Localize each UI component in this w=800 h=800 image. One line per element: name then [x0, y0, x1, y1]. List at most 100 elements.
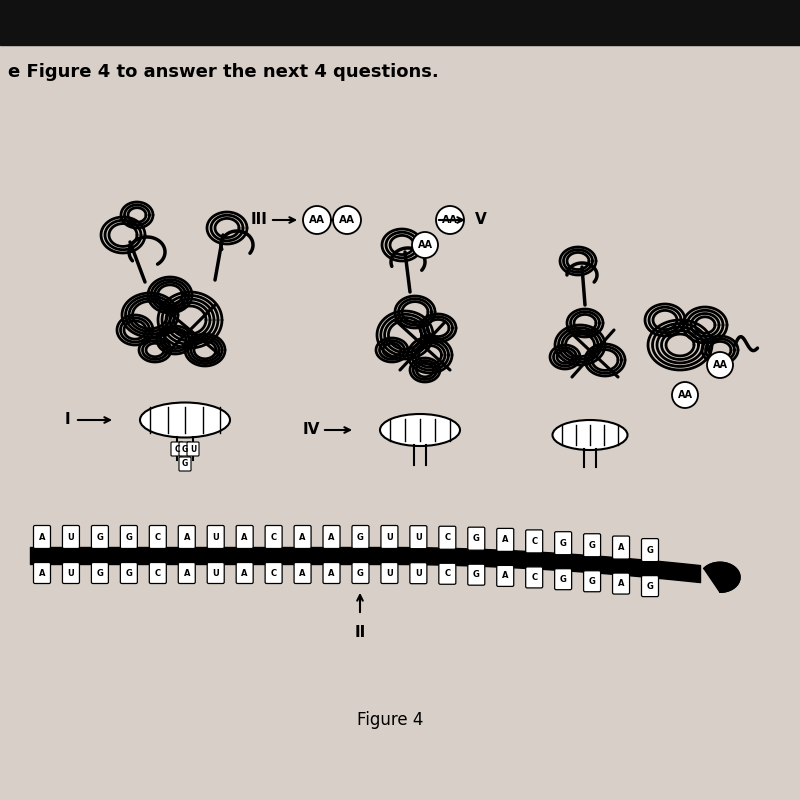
Text: C: C: [444, 534, 450, 542]
FancyBboxPatch shape: [294, 562, 311, 583]
Text: A: A: [618, 579, 624, 588]
Text: C: C: [531, 573, 538, 582]
Text: C: C: [444, 570, 450, 578]
Text: G: G: [97, 569, 103, 578]
FancyBboxPatch shape: [120, 526, 138, 549]
FancyBboxPatch shape: [207, 562, 224, 583]
FancyBboxPatch shape: [179, 457, 191, 471]
Text: G: G: [473, 570, 480, 579]
FancyBboxPatch shape: [497, 528, 514, 551]
Text: G: G: [646, 582, 654, 590]
FancyBboxPatch shape: [554, 532, 572, 554]
Text: G: G: [182, 459, 188, 469]
Text: AA: AA: [339, 215, 355, 225]
Text: III: III: [250, 213, 267, 227]
FancyBboxPatch shape: [410, 562, 427, 584]
Bar: [0, 0, 800, 45]
FancyBboxPatch shape: [526, 567, 542, 588]
Ellipse shape: [380, 414, 460, 446]
Text: A: A: [183, 569, 190, 578]
FancyBboxPatch shape: [323, 562, 340, 583]
Text: U: U: [67, 569, 74, 578]
FancyBboxPatch shape: [265, 562, 282, 583]
FancyBboxPatch shape: [410, 526, 427, 549]
Text: G: G: [357, 569, 364, 578]
FancyBboxPatch shape: [381, 526, 398, 549]
FancyBboxPatch shape: [91, 526, 109, 549]
Text: C: C: [270, 569, 277, 578]
FancyBboxPatch shape: [207, 526, 224, 549]
Circle shape: [412, 232, 438, 258]
FancyBboxPatch shape: [554, 569, 572, 590]
Text: G: G: [473, 534, 480, 543]
FancyBboxPatch shape: [178, 526, 195, 549]
Text: A: A: [38, 533, 46, 542]
FancyBboxPatch shape: [323, 526, 340, 549]
Text: A: A: [328, 569, 334, 578]
Text: Figure 4: Figure 4: [357, 711, 423, 729]
Ellipse shape: [140, 402, 230, 438]
Text: e Figure 4 to answer the next 4 questions.: e Figure 4 to answer the next 4 question…: [8, 63, 438, 81]
Circle shape: [707, 352, 733, 378]
FancyBboxPatch shape: [294, 526, 311, 549]
Text: AA: AA: [678, 390, 693, 400]
Text: V: V: [475, 213, 486, 227]
Circle shape: [303, 206, 331, 234]
Text: II: II: [354, 625, 366, 640]
Text: A: A: [502, 571, 509, 580]
Text: G: G: [646, 546, 654, 554]
FancyBboxPatch shape: [120, 562, 138, 583]
Text: G: G: [589, 541, 595, 550]
Text: C: C: [154, 533, 161, 542]
FancyBboxPatch shape: [468, 564, 485, 585]
Text: AA: AA: [713, 360, 727, 370]
Text: AA: AA: [442, 215, 458, 225]
FancyBboxPatch shape: [236, 526, 253, 549]
Text: C: C: [154, 569, 161, 578]
Text: A: A: [328, 533, 334, 542]
FancyBboxPatch shape: [178, 562, 195, 583]
Text: U: U: [415, 533, 422, 542]
FancyBboxPatch shape: [179, 442, 191, 456]
FancyBboxPatch shape: [613, 536, 630, 559]
Text: G: G: [126, 533, 132, 542]
Text: U: U: [386, 569, 393, 578]
Circle shape: [436, 206, 464, 234]
Text: A: A: [299, 569, 306, 578]
FancyBboxPatch shape: [352, 526, 369, 549]
FancyBboxPatch shape: [352, 562, 369, 583]
FancyBboxPatch shape: [526, 530, 542, 553]
Text: G: G: [560, 538, 566, 548]
FancyBboxPatch shape: [468, 527, 485, 550]
Text: A: A: [38, 569, 46, 578]
FancyBboxPatch shape: [187, 442, 199, 456]
FancyBboxPatch shape: [150, 526, 166, 549]
Text: A: A: [618, 543, 624, 552]
FancyBboxPatch shape: [34, 562, 50, 583]
FancyBboxPatch shape: [613, 573, 630, 594]
FancyBboxPatch shape: [583, 534, 601, 557]
Text: A: A: [242, 533, 248, 542]
FancyBboxPatch shape: [439, 563, 456, 584]
Text: U: U: [212, 533, 219, 542]
Text: G: G: [126, 569, 132, 578]
Text: C: C: [174, 445, 180, 454]
Text: C: C: [531, 537, 538, 546]
Text: A: A: [299, 533, 306, 542]
Polygon shape: [704, 562, 740, 592]
Text: AA: AA: [418, 240, 433, 250]
Text: U: U: [67, 533, 74, 542]
Ellipse shape: [553, 420, 627, 450]
FancyBboxPatch shape: [497, 566, 514, 586]
Text: G: G: [560, 574, 566, 584]
Circle shape: [333, 206, 361, 234]
Text: U: U: [190, 445, 196, 454]
Text: A: A: [183, 533, 190, 542]
FancyBboxPatch shape: [62, 526, 79, 549]
Text: C: C: [270, 533, 277, 542]
Text: AA: AA: [309, 215, 325, 225]
Text: IV: IV: [302, 422, 320, 438]
Text: U: U: [212, 569, 219, 578]
FancyBboxPatch shape: [34, 526, 50, 549]
Text: A: A: [502, 535, 509, 544]
